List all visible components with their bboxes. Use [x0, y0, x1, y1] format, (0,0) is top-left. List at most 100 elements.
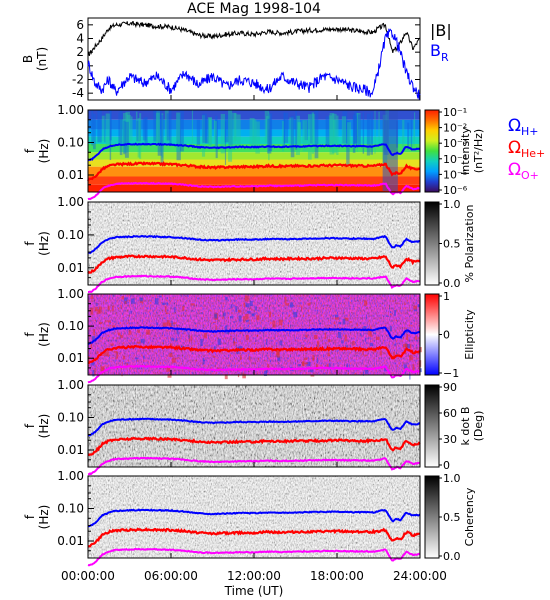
intensity-streak: [139, 113, 142, 159]
intensity-streak: [119, 110, 123, 156]
panel-3-ytick-label-0: 1.00: [57, 287, 84, 301]
gyro-curve-O: [87, 456, 420, 476]
intensity-streak: [346, 122, 351, 148]
intensity-streak: [370, 112, 373, 155]
intensity-streak: [302, 120, 308, 152]
ellipticity-speck: [159, 295, 162, 298]
field-ytick-label-0: 6: [76, 18, 84, 32]
panel-1-cb-tick-label-3: 10⁻⁴: [443, 153, 468, 166]
panel-5-ylabel: f: [23, 514, 37, 519]
ellipticity-speck: [413, 305, 417, 310]
ellipticity-speck: [176, 327, 179, 335]
ellipticity-speck: [379, 350, 383, 355]
ellipticity-speck: [169, 322, 172, 329]
panel-5-cb-tick-label-1: 0.5: [443, 511, 461, 524]
ellipticity-speck: [96, 302, 98, 307]
intensity-streak: [354, 111, 358, 143]
panel-3-ytick-label-1: 0.10: [57, 319, 84, 333]
intensity-streak: [202, 113, 207, 143]
ellipticity-speck: [352, 341, 355, 346]
ellipticity-speck: [162, 302, 166, 306]
panel-1-ylabel-group: f (Hz): [23, 139, 51, 164]
ellipticity-speck: [303, 357, 308, 361]
ellipticity-speck: [110, 343, 114, 346]
intensity-streak: [268, 113, 273, 152]
ellipticity-speck: [268, 311, 272, 318]
ellipticity-speck: [167, 373, 172, 378]
intensity-streak: [295, 115, 300, 156]
intensity-streak: [304, 120, 308, 141]
ellipticity-speck: [114, 321, 116, 323]
intensity-band: [88, 136, 420, 144]
panel-4-cb-tick-label-2: 30: [443, 433, 457, 446]
intensity-streak: [224, 121, 227, 165]
x-axis: 00:00:00 06:00:00 12:00:00 18:00:00 24:00:00…: [61, 95, 447, 598]
ellipticity-speck: [225, 296, 228, 301]
intensity-streak: [346, 120, 350, 165]
ellipticity-speck: [366, 366, 368, 368]
panel-field-frame: [87, 17, 421, 101]
ellipticity-speck: [117, 332, 121, 336]
ellipticity-speck: [98, 306, 102, 313]
intensity-streak: [97, 110, 102, 143]
ellipticity-speck: [312, 358, 314, 362]
panel-2-cb-tick-label-2: 0.0: [443, 277, 461, 290]
intensity-streak: [282, 121, 285, 152]
panel-3-gyro-curves: [87, 326, 421, 384]
intensity-streak: [356, 114, 361, 147]
ellipticity-speck: [230, 316, 234, 319]
chart-title: ACE Mag 1998-104: [187, 1, 321, 17]
ellipticity-speck: [105, 351, 110, 356]
ellipticity-speck: [121, 296, 124, 300]
ellipticity-speck: [202, 357, 205, 365]
ellipticity-speck: [232, 321, 236, 323]
ellipticity-speck: [139, 297, 144, 302]
ellipticity-speck: [284, 296, 287, 304]
ellipticity-speck: [88, 355, 90, 363]
ellipticity-speck: [213, 321, 216, 323]
ellipticity-speck: [243, 302, 246, 308]
ellipticity-speck: [222, 312, 226, 317]
ellipticity-speck: [263, 371, 268, 376]
intensity-streak: [153, 110, 158, 142]
ellipticity-speck: [365, 354, 368, 357]
intensity-streak: [267, 118, 272, 154]
ellipticity-speck: [389, 325, 392, 332]
ellipticity-speck: [362, 372, 365, 376]
xtick-label-0: 00:00:00: [61, 569, 115, 583]
intensity-streak: [136, 120, 141, 142]
intensity-streak: [125, 111, 130, 147]
intensity-band: [88, 159, 420, 167]
intensity-streak: [144, 116, 148, 146]
ellipticity-speck: [112, 325, 116, 328]
ellipticity-speck: [235, 306, 238, 312]
ellipticity-speck: [369, 326, 372, 331]
intensity-streak: [312, 114, 316, 143]
panel-1-cb-unit: (nT²/Hz): [472, 129, 485, 173]
series-line-B-total: [87, 20, 421, 57]
panel-2-ylabel-group: f (Hz): [23, 231, 51, 256]
ellipticity-speck: [171, 357, 176, 363]
ellipticity-speck: [406, 334, 409, 340]
ellipticity-speck: [239, 355, 242, 360]
panel-4-cb-tick-label-0: 90: [443, 381, 457, 394]
ellipticity-speck: [245, 314, 249, 320]
ellipticity-speck: [116, 351, 119, 359]
intensity-streak: [332, 113, 337, 154]
ellipticity-speck: [90, 342, 93, 349]
intensity-streak: [402, 119, 405, 152]
panel-3-yunit: (Hz): [37, 322, 51, 347]
gyro-curve-H: [87, 417, 421, 437]
panel-3-ylabel-group: f (Hz): [23, 322, 51, 347]
ellipticity-speck: [120, 334, 123, 339]
intensity-streak: [166, 113, 170, 141]
gyro-curve-H: [87, 234, 421, 255]
intensity-streak: [309, 112, 313, 144]
panel-2-ytick-label-0: 1.00: [57, 195, 84, 209]
panel-1-cb-tick-label-5: 10⁻⁶: [443, 184, 468, 197]
ellipticity-speck: [405, 330, 409, 333]
panel-1-ytick-label-2: 0.01: [57, 168, 84, 182]
intensity-streak: [176, 112, 181, 152]
intensity-streak: [231, 112, 237, 151]
ellipticity-speck: [415, 335, 417, 340]
